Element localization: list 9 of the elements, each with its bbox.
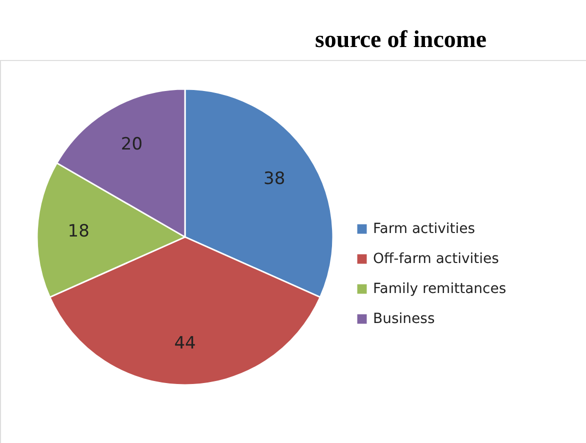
legend-label: Business — [373, 311, 435, 327]
legend-label: Off-farm activities — [373, 251, 499, 267]
legend-label: Farm activities — [373, 221, 476, 237]
chart-title: source of income — [315, 27, 487, 53]
data-label: 38 — [264, 168, 286, 189]
data-label: 20 — [120, 134, 143, 155]
data-label: 18 — [68, 221, 90, 242]
legend-label: Family remittances — [373, 281, 506, 297]
data-label: 44 — [174, 334, 196, 354]
